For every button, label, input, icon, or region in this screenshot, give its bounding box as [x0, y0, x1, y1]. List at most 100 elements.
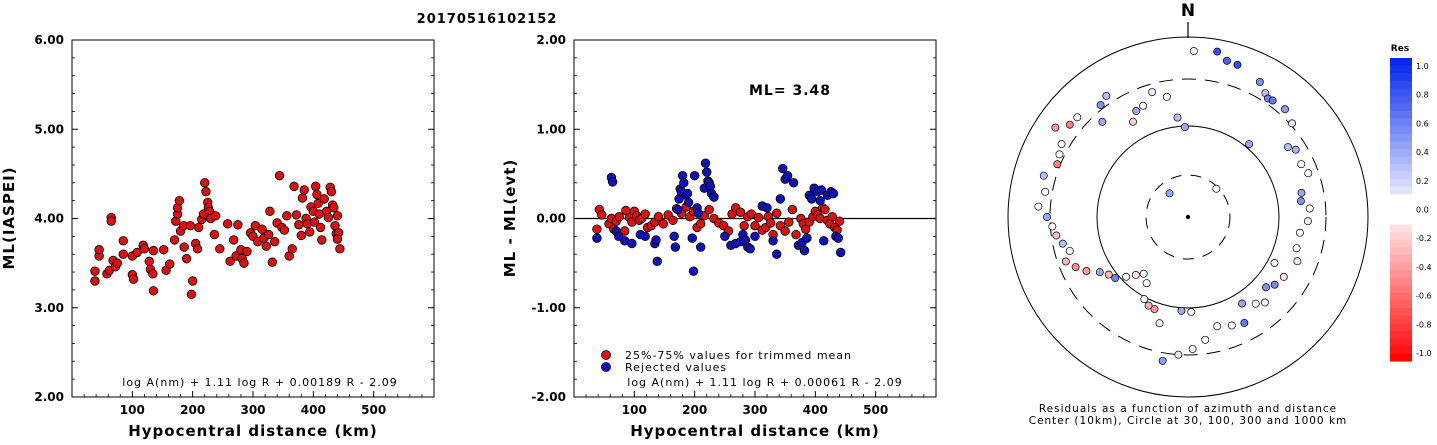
data-point-magnitude	[319, 194, 329, 204]
y-tick-label-1-4: 6.00	[34, 33, 64, 47]
data-point-magnitude	[267, 257, 278, 267]
x-tick-label-2-0: 100	[622, 403, 647, 417]
polar-data-point	[1279, 272, 1288, 281]
data-point-trimmed	[784, 217, 794, 227]
y-tick-label-1-1: 3.00	[34, 301, 64, 315]
polar-data-point	[1270, 280, 1279, 289]
y-tick-label-1-0: 2.00	[34, 390, 64, 404]
data-point-magnitude	[332, 211, 343, 221]
data-point-rejected	[700, 158, 711, 168]
data-point-rejected	[679, 178, 689, 188]
colorbar-swatch	[1390, 315, 1412, 324]
data-point-rejected	[607, 177, 618, 187]
colorbar-swatch	[1390, 186, 1412, 195]
data-point-trimmed	[653, 212, 664, 222]
polar-data-point	[1187, 307, 1196, 316]
x-tick-label-1-4: 500	[361, 403, 386, 417]
data-point-magnitude	[296, 230, 306, 241]
data-point-magnitude	[128, 274, 139, 284]
data-point-magnitude	[265, 206, 275, 217]
data-point-trimmed	[791, 229, 801, 240]
data-point-magnitude	[90, 266, 100, 276]
data-point-rejected	[835, 247, 846, 258]
data-point-magnitude	[106, 216, 116, 226]
data-point-magnitude	[201, 187, 211, 197]
polar-data-point	[1255, 77, 1264, 86]
colorbar-swatch	[1390, 254, 1412, 264]
data-point-magnitude	[228, 235, 239, 245]
dashed-circle-300km	[1049, 78, 1327, 356]
colorbar-swatch	[1390, 277, 1412, 286]
polar-data-point	[1061, 257, 1070, 266]
outer-circle-1000km	[1007, 36, 1369, 398]
colorbar-swatch	[1390, 353, 1412, 362]
polar-data-point	[1095, 268, 1104, 277]
data-point-magnitude	[222, 219, 233, 229]
data-point-magnitude	[317, 235, 327, 245]
polar-data-point	[1041, 187, 1050, 196]
data-point-magnitude	[335, 244, 345, 254]
legend-marker-trimmed	[601, 350, 611, 360]
data-point-magnitude	[239, 258, 249, 268]
chart-magnitude-vs-distance: 100 200 300 400 500 2.00 3.00 4.00 5.00 6.00 log…	[0, 33, 435, 440]
polar-data-point	[1222, 56, 1231, 65]
data-point-rejected	[828, 188, 839, 199]
colorbar-tick-label: 0.4	[1416, 148, 1429, 157]
polar-data-point	[1071, 263, 1080, 271]
y-tick-label-2-0: -2.00	[531, 390, 566, 404]
data-point-trimmed	[668, 215, 678, 225]
colorbar-swatch	[1390, 239, 1412, 248]
colorbar-tick-label: 0.0	[1416, 206, 1429, 215]
y-tick-label-2-4: 2.00	[536, 33, 566, 47]
y-tick-label-2-2: 0.00	[536, 212, 566, 226]
data-point-magnitude	[263, 229, 274, 240]
data-point-trimmed	[834, 216, 845, 226]
polar-data-point	[1283, 143, 1292, 151]
data-point-magnitude	[174, 195, 185, 206]
polar-data-point	[1139, 101, 1147, 110]
data-point-magnitude	[210, 211, 221, 221]
polar-data-point	[1189, 47, 1198, 56]
legend-label-trimmed: 25%-75% values for trimmed mean	[625, 349, 852, 362]
data-point-magnitude	[179, 242, 189, 252]
polar-data-point	[1132, 106, 1141, 115]
dashed-circle-30km	[1145, 174, 1231, 260]
data-point-magnitude	[270, 237, 280, 247]
polar-data-point	[1053, 160, 1062, 169]
polar-data-point	[1098, 117, 1107, 126]
colorbar-tick-label: -0.6	[1416, 292, 1432, 301]
polar-data-point	[1297, 160, 1306, 169]
data-point-magnitude	[294, 220, 304, 230]
polar-data-point	[1270, 259, 1279, 267]
polar-data-point	[1055, 150, 1064, 159]
x-tick-label-2-1: 200	[682, 403, 707, 417]
data-point-magnitude	[282, 211, 292, 221]
data-point-magnitude	[311, 181, 321, 192]
data-point-magnitude	[185, 220, 195, 231]
data-point-rejected	[673, 204, 683, 215]
data-point-trimmed	[704, 204, 714, 215]
data-point-magnitude	[192, 244, 203, 254]
data-point-rejected	[802, 233, 812, 243]
polar-data-point	[1034, 202, 1043, 211]
polar-data-point	[1180, 123, 1189, 132]
data-point-trimmed	[592, 224, 602, 234]
colorbar-tick-label: -0.2	[1416, 234, 1432, 243]
data-point-magnitude	[169, 235, 180, 245]
y-tick-label-2-3: 1.00	[536, 122, 566, 136]
polar-data-point	[1227, 321, 1236, 330]
data-point-magnitude	[118, 236, 128, 246]
data-point-magnitude	[187, 276, 198, 286]
colorbar-tick-label: 0.6	[1416, 119, 1429, 128]
data-point-rejected	[807, 194, 817, 204]
colorbar-swatch	[1390, 300, 1412, 309]
colorbar-swatch	[1390, 323, 1412, 332]
data-point-trimmed	[739, 220, 749, 231]
colorbar-swatch	[1390, 330, 1412, 339]
data-point-magnitude	[312, 189, 322, 200]
data-point-magnitude	[181, 253, 192, 264]
data-point-magnitude	[112, 258, 122, 268]
data-point-trimmed	[765, 218, 776, 228]
data-point-magnitude	[242, 246, 252, 257]
